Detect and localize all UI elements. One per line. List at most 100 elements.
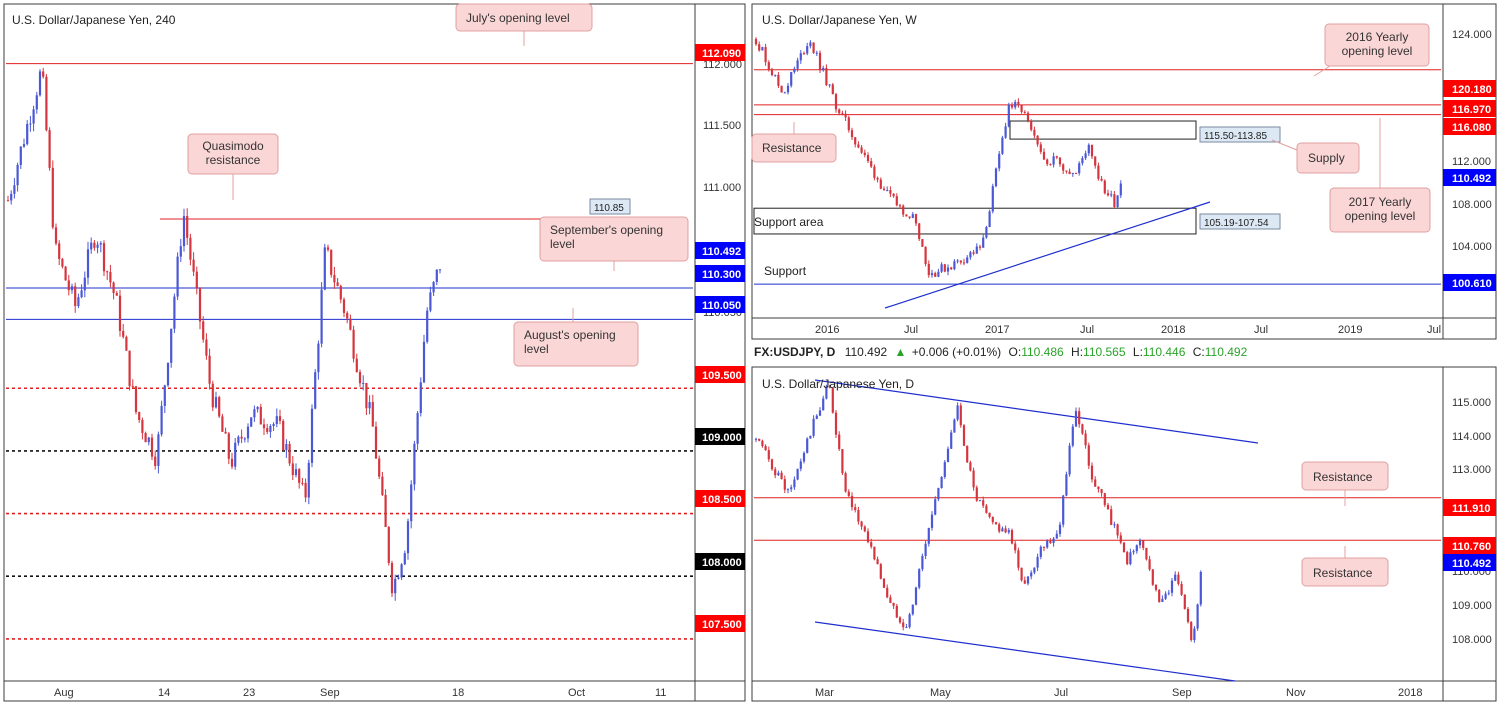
daily-candle-body (895, 605, 898, 618)
left-price-tag-bg (695, 296, 745, 313)
left-candle-body (182, 216, 186, 247)
daily-candle-body (844, 473, 847, 492)
weekly-candle-body (1097, 165, 1100, 179)
zone-tag-bg (1199, 126, 1281, 143)
daily-price-tag-110760: 110.760 (1443, 537, 1496, 554)
left-candle-body (234, 442, 237, 467)
weekly-candle-body (857, 144, 860, 148)
left-x-tick: Oct (568, 687, 585, 699)
daily-candle-body (802, 452, 806, 462)
callout-label: 2016 Yearly opening level (1341, 30, 1413, 58)
weekly-price-tag-label: 100.610 (1452, 278, 1492, 290)
left-price-tag-bg (695, 242, 745, 259)
left-candle-body (6, 200, 10, 202)
weekly-candle-body (985, 227, 988, 238)
daily-candle-body (774, 469, 777, 476)
weekly-support-area-label: Support area (754, 215, 824, 229)
daily-price-tag-110492: 110.492 (1443, 554, 1496, 571)
left-price-tag-label: 110.300 (702, 269, 741, 281)
weekly-candle-body (866, 155, 870, 162)
left-candle-body (166, 362, 170, 386)
left-candle-body (96, 244, 99, 248)
left-candle-body (16, 164, 19, 186)
weekly-candle-body (892, 193, 895, 197)
weekly-candle-body (873, 166, 876, 178)
weekly-zone-tag-supply: 115.50-113.85 (1199, 126, 1281, 143)
left-candle-body (128, 350, 131, 387)
callout-pointer (1313, 65, 1331, 77)
weekly-candle-body (802, 53, 806, 55)
left-price-tag-label: 108.000 (702, 557, 742, 569)
daily-candle-body (962, 425, 966, 446)
weekly-zone-tag-support: 105.19-107.54 (1199, 213, 1281, 230)
callout-quasimodo-resistance: Quasimodo resistance (187, 133, 279, 200)
daily-candle-body (1033, 567, 1036, 573)
svg-text:FX:USDJPY, D 110.492: FX:USDJPY, D 110.492 ▲ +0.006 (+0.01%) O… (754, 345, 1248, 359)
daily-candle-body (927, 527, 930, 544)
weekly-chart-title: U.S. Dollar/Japanese Yen, W (762, 13, 917, 27)
daily-candle-body (924, 543, 927, 556)
daily-candle-body (847, 491, 850, 496)
left-candle-body (48, 130, 51, 168)
daily-candle-body (786, 489, 790, 491)
daily-candle-body (1183, 594, 1186, 609)
daily-candle-body (1007, 530, 1010, 533)
left-candle-body (413, 443, 416, 485)
daily-candle-body (994, 522, 998, 525)
weekly-candle-body (1046, 159, 1049, 165)
weekly-candle-body (918, 223, 921, 240)
left-candle-body (61, 258, 64, 267)
left-candle-body (403, 553, 406, 565)
daily-candle-body (1030, 572, 1033, 577)
daily-x-tick: Nov (1286, 687, 1306, 699)
info-close-value: 110.492 (1205, 345, 1248, 359)
callout-label: Resistance (762, 141, 822, 155)
left-candle-body (432, 281, 435, 293)
left-price-tag-bg (695, 615, 745, 632)
weekly-candle-body (876, 177, 879, 180)
daily-candle-body (1161, 598, 1164, 602)
left-candle-body (294, 469, 298, 476)
weekly-candle-body (962, 262, 966, 264)
daily-y-tick: 108.000 (1452, 634, 1492, 646)
daily-candle-body (914, 587, 918, 605)
info-open-key: O: (1009, 345, 1022, 359)
daily-candle-body (1081, 424, 1084, 434)
callout-weekly-resistance: Resistance (751, 122, 837, 163)
weekly-candle-body (1055, 156, 1058, 158)
weekly-x-tick: 2017 (985, 324, 1009, 336)
left-candle-body (269, 425, 272, 432)
left-candle-body (410, 484, 413, 522)
left-candle-body (115, 293, 118, 296)
weekly-candle-body (940, 264, 943, 272)
weekly-candle-body (780, 85, 783, 93)
left-candle-body (397, 577, 400, 579)
daily-candle-body (1158, 589, 1161, 602)
daily-price-tag-label: 111.910 (1452, 503, 1491, 515)
weekly-candle-body (1007, 104, 1010, 127)
info-up-arrow-icon: ▲ (895, 345, 907, 359)
left-candles (6, 67, 442, 601)
daily-candle-body (959, 405, 962, 426)
left-candle-body (291, 463, 294, 476)
weekly-candle-body (777, 74, 780, 86)
zone-tag-bg (1199, 213, 1281, 230)
left-candle-body (102, 243, 106, 272)
weekly-candle-body (828, 84, 831, 86)
left-candle-body (262, 424, 266, 429)
weekly-candle-body (790, 72, 793, 86)
weekly-candle-body (1094, 156, 1097, 166)
left-candle-body (317, 343, 320, 373)
left-candle-body (64, 266, 67, 281)
weekly-price-tag-bg (1443, 274, 1496, 291)
left-candle-body (54, 227, 58, 244)
left-candle-body (384, 494, 387, 527)
left-candle-body (176, 256, 179, 297)
left-candle-body (307, 462, 310, 498)
daily-candle-body (1199, 571, 1202, 605)
weekly-candle-body (908, 216, 911, 218)
callout-box (1296, 142, 1360, 174)
daily-candle-body (1039, 546, 1042, 557)
weekly-candle-body (1010, 104, 1014, 108)
daily-candle-body (793, 479, 796, 488)
